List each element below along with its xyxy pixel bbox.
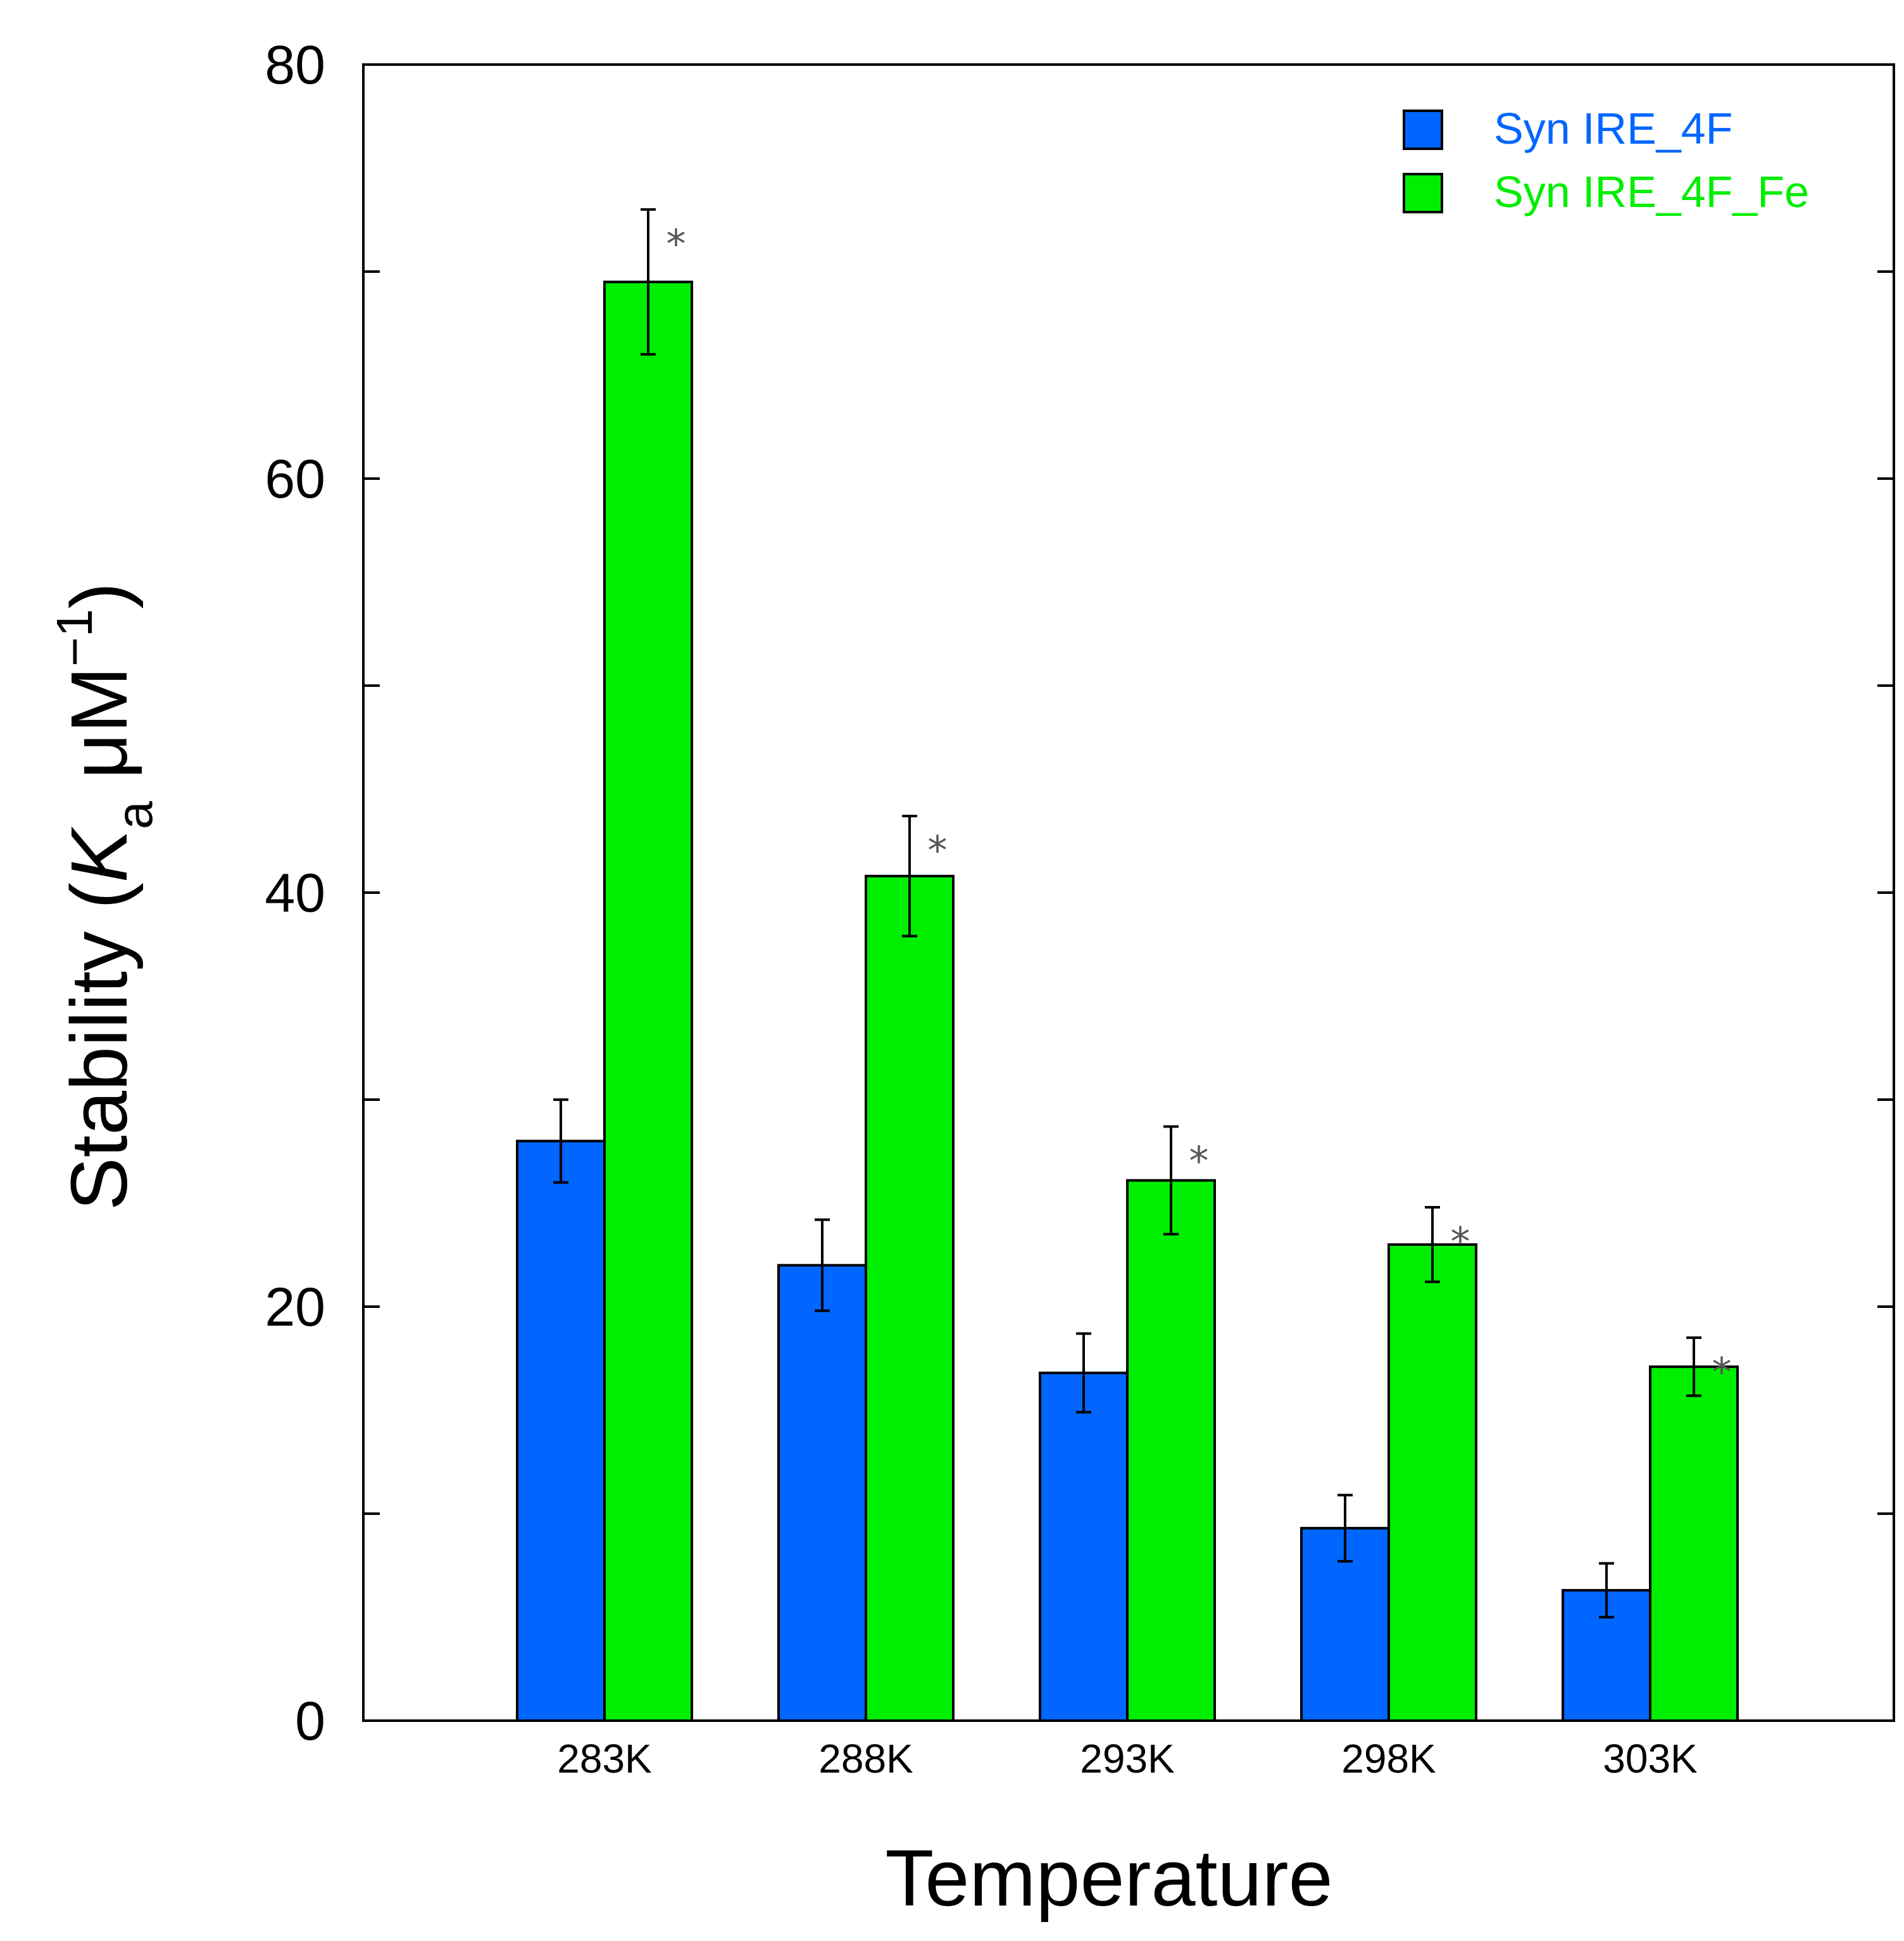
- significance-star: *: [928, 827, 948, 874]
- y-axis-title: Stability (Ka μM−1): [46, 582, 163, 1210]
- bar: [777, 1264, 867, 1722]
- bar: [1039, 1371, 1129, 1722]
- y-axis-title-unit: μM: [54, 667, 144, 801]
- legend: Syn IRE_4F Syn IRE_4F_Fe: [1403, 104, 1809, 217]
- significance-star: *: [1451, 1219, 1470, 1265]
- bar: [603, 280, 693, 1722]
- x-tick-label: 303K: [1603, 1736, 1697, 1781]
- bars-layer: * * * * *: [516, 208, 1739, 1723]
- y-axis-title-subscript: a: [106, 801, 163, 829]
- significance-star: *: [1189, 1138, 1209, 1184]
- legend-label: Syn IRE_4F_Fe: [1494, 167, 1809, 217]
- y-tick-label: 60: [265, 449, 325, 510]
- bar: [1649, 1365, 1739, 1723]
- y-axis-title-superscript: −1: [46, 609, 103, 667]
- ticks-layer: 0 20 40 60 80 283K 288K 293K 298K 303K: [265, 35, 1894, 1781]
- bar: [1387, 1243, 1477, 1722]
- legend-swatch: [1403, 173, 1443, 213]
- y-axis-title-prefix: Stability (: [54, 883, 144, 1210]
- x-tick-label: 298K: [1341, 1736, 1436, 1781]
- y-tick-label: 20: [265, 1277, 325, 1338]
- legend-label: Syn IRE_4F: [1494, 104, 1732, 153]
- y-axis-title-italic: K: [54, 826, 144, 883]
- bar: [865, 874, 955, 1722]
- y-tick-label: 80: [265, 35, 325, 96]
- y-tick-label: 0: [295, 1691, 325, 1752]
- legend-swatch: [1403, 110, 1443, 150]
- x-axis-title: Temperature: [885, 1833, 1332, 1923]
- bar: [516, 1140, 606, 1722]
- y-tick-label: 40: [265, 863, 325, 924]
- x-tick-label: 283K: [557, 1736, 651, 1781]
- x-tick-label: 288K: [818, 1736, 913, 1781]
- bar: [1126, 1179, 1216, 1722]
- significance-star: *: [667, 221, 686, 267]
- y-axis-title-suffix: ): [54, 582, 144, 609]
- significance-star: *: [1712, 1349, 1732, 1395]
- x-tick-label: 293K: [1080, 1736, 1174, 1781]
